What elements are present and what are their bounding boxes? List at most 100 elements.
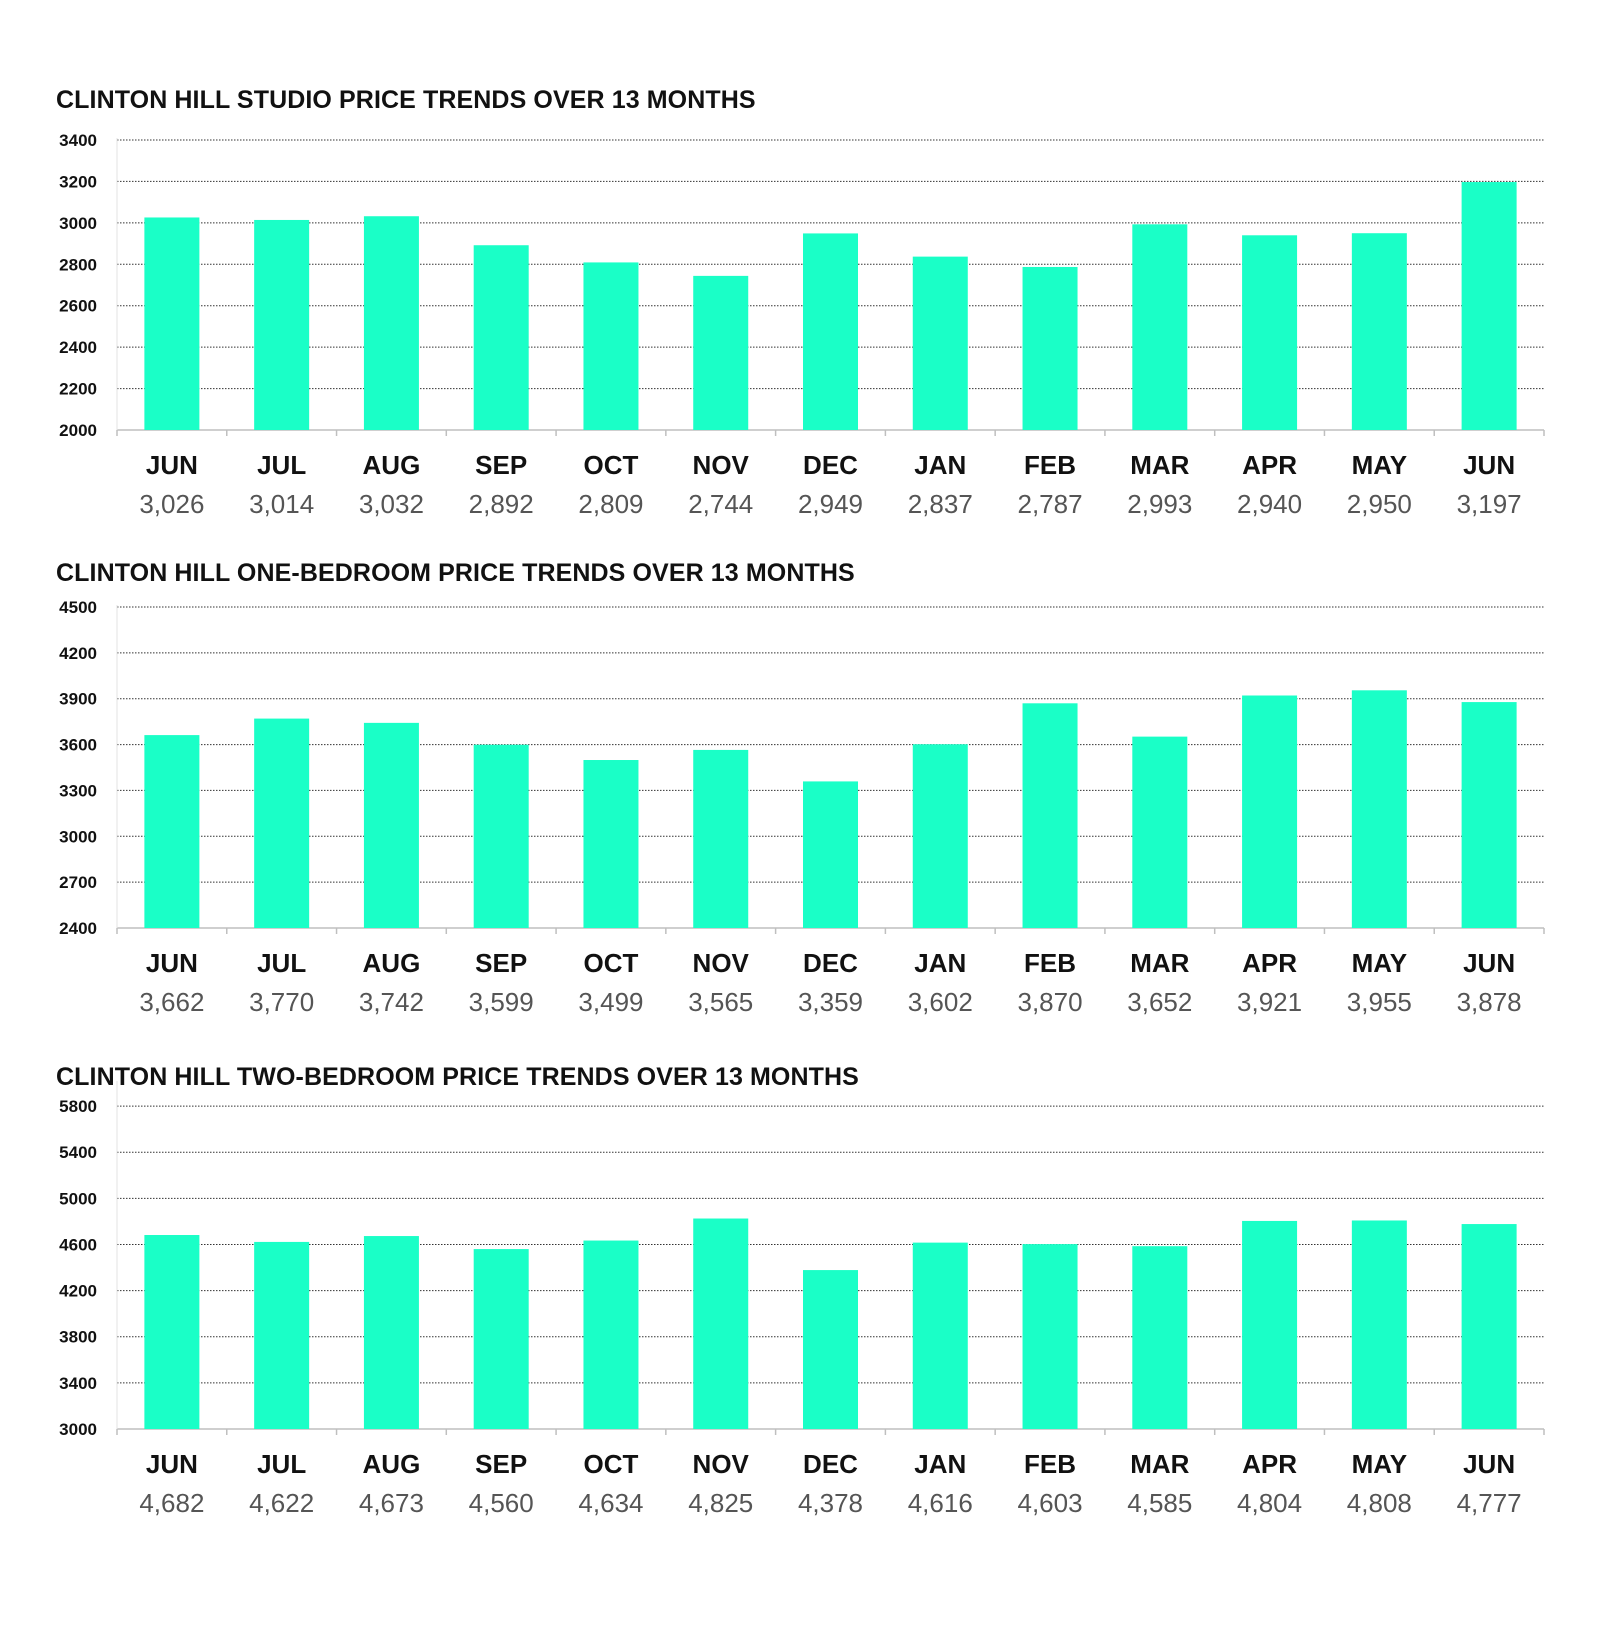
- data-value-label: 3,499: [578, 987, 643, 1017]
- studio-plot: 2000 2200 2400 2600 2800 3000 3200 3400 JUN 3,026…: [59, 131, 1545, 519]
- y-tick-label: 2800: [59, 255, 97, 274]
- bar: [803, 781, 858, 928]
- data-value-label: 3,955: [1347, 987, 1412, 1017]
- y-tick-label: 3000: [59, 214, 97, 233]
- x-category-label: JUN: [146, 1449, 198, 1479]
- bar: [693, 749, 749, 928]
- data-value-label: 3,770: [249, 987, 314, 1017]
- one-bedroom-plot: 2400 2700 3000 3300 3600 3900 4200 4500 JUN 3,662…: [59, 598, 1545, 1017]
- x-category-label: FEB: [1024, 450, 1076, 480]
- data-value-label: 4,622: [249, 1488, 314, 1518]
- chart-title: CLINTON HILL STUDIO PRICE TRENDS OVER 13…: [56, 86, 756, 114]
- y-tick-label: 2700: [59, 873, 97, 892]
- x-category-label: AUG: [363, 450, 421, 480]
- data-value-label: 3,359: [798, 987, 863, 1017]
- x-category-label: OCT: [584, 1449, 639, 1479]
- x-category-label: APR: [1242, 948, 1297, 978]
- x-category-label: SEP: [475, 948, 527, 978]
- chart-title: CLINTON HILL TWO-BEDROOM PRICE TRENDS OV…: [56, 1063, 859, 1091]
- bar: [144, 1235, 200, 1429]
- data-value-label: 2,993: [1127, 489, 1192, 519]
- bar: [583, 1240, 639, 1429]
- y-tick-label: 3800: [59, 1328, 97, 1347]
- bar: [1022, 1244, 1078, 1429]
- x-category-label: MAY: [1352, 450, 1407, 480]
- data-value-label: 4,616: [908, 1488, 973, 1518]
- x-category-label: NOV: [693, 450, 750, 480]
- bar: [1132, 1246, 1188, 1429]
- bar: [912, 744, 968, 928]
- y-tick-label: 4200: [59, 644, 97, 663]
- bar: [1242, 695, 1298, 928]
- data-value-label: 3,014: [249, 489, 314, 519]
- x-category-label: DEC: [803, 948, 858, 978]
- x-category-label: OCT: [584, 948, 639, 978]
- data-value-label: 3,599: [469, 987, 534, 1017]
- x-category-label: FEB: [1024, 948, 1076, 978]
- data-value-label: 4,585: [1127, 1488, 1192, 1518]
- data-value-label: 4,804: [1237, 1488, 1302, 1518]
- x-category-label: JAN: [914, 1449, 966, 1479]
- data-value-label: 2,809: [578, 489, 643, 519]
- bar: [693, 1218, 749, 1429]
- data-value-label: 2,949: [798, 489, 863, 519]
- y-tick-label: 3600: [59, 736, 97, 755]
- y-tick-label: 5800: [59, 1097, 97, 1116]
- x-category-label: JUL: [257, 1449, 306, 1479]
- data-value-label: 2,950: [1347, 489, 1412, 519]
- bar: [583, 262, 639, 430]
- x-category-label: JUN: [146, 948, 198, 978]
- y-tick-label: 3300: [59, 781, 97, 800]
- x-category-label: DEC: [803, 450, 858, 480]
- x-category-label: JUN: [1463, 1449, 1515, 1479]
- x-category-label: APR: [1242, 1449, 1297, 1479]
- data-value-label: 4,673: [359, 1488, 424, 1518]
- bar: [693, 275, 749, 430]
- data-value-label: 2,940: [1237, 489, 1302, 519]
- data-value-label: 2,837: [908, 489, 973, 519]
- x-category-label: MAR: [1130, 450, 1189, 480]
- data-value-label: 3,662: [139, 987, 204, 1017]
- x-category-label: MAY: [1352, 948, 1407, 978]
- y-tick-label: 5400: [59, 1143, 97, 1162]
- bar: [912, 256, 968, 430]
- x-category-label: NOV: [693, 1449, 750, 1479]
- bar: [1242, 235, 1298, 430]
- data-value-label: 3,878: [1457, 987, 1522, 1017]
- bar: [1022, 266, 1078, 430]
- x-category-label: MAY: [1352, 1449, 1407, 1479]
- x-category-label: NOV: [693, 948, 750, 978]
- data-value-label: 4,560: [469, 1488, 534, 1518]
- y-tick-label: 4500: [59, 598, 97, 617]
- bar: [473, 245, 529, 430]
- data-value-label: 4,603: [1017, 1488, 1082, 1518]
- y-tick-label: 2400: [59, 919, 97, 938]
- bar: [254, 1241, 310, 1429]
- bar: [1132, 736, 1188, 928]
- data-value-label: 3,742: [359, 987, 424, 1017]
- bar: [1242, 1220, 1298, 1429]
- one-bedroom-chart: CLINTON HILL ONE-BEDROOM PRICE TRENDS OV…: [56, 559, 1545, 1017]
- bar: [1351, 1220, 1407, 1429]
- bar: [1461, 182, 1517, 430]
- x-category-label: SEP: [475, 1449, 527, 1479]
- data-value-label: 3,032: [359, 489, 424, 519]
- bar: [363, 216, 419, 430]
- bar: [254, 219, 310, 430]
- x-category-label: JAN: [914, 948, 966, 978]
- bar: [1351, 690, 1407, 928]
- x-category-label: JUL: [257, 450, 306, 480]
- bar: [1461, 702, 1517, 928]
- x-category-label: JAN: [914, 450, 966, 480]
- x-category-label: MAR: [1130, 1449, 1189, 1479]
- y-tick-label: 2600: [59, 297, 97, 316]
- x-category-label: SEP: [475, 450, 527, 480]
- bar: [473, 744, 529, 928]
- x-category-label: DEC: [803, 1449, 858, 1479]
- chart-title: CLINTON HILL ONE-BEDROOM PRICE TRENDS OV…: [56, 559, 855, 587]
- x-category-label: AUG: [363, 948, 421, 978]
- data-value-label: 4,682: [139, 1488, 204, 1518]
- bar: [363, 722, 419, 928]
